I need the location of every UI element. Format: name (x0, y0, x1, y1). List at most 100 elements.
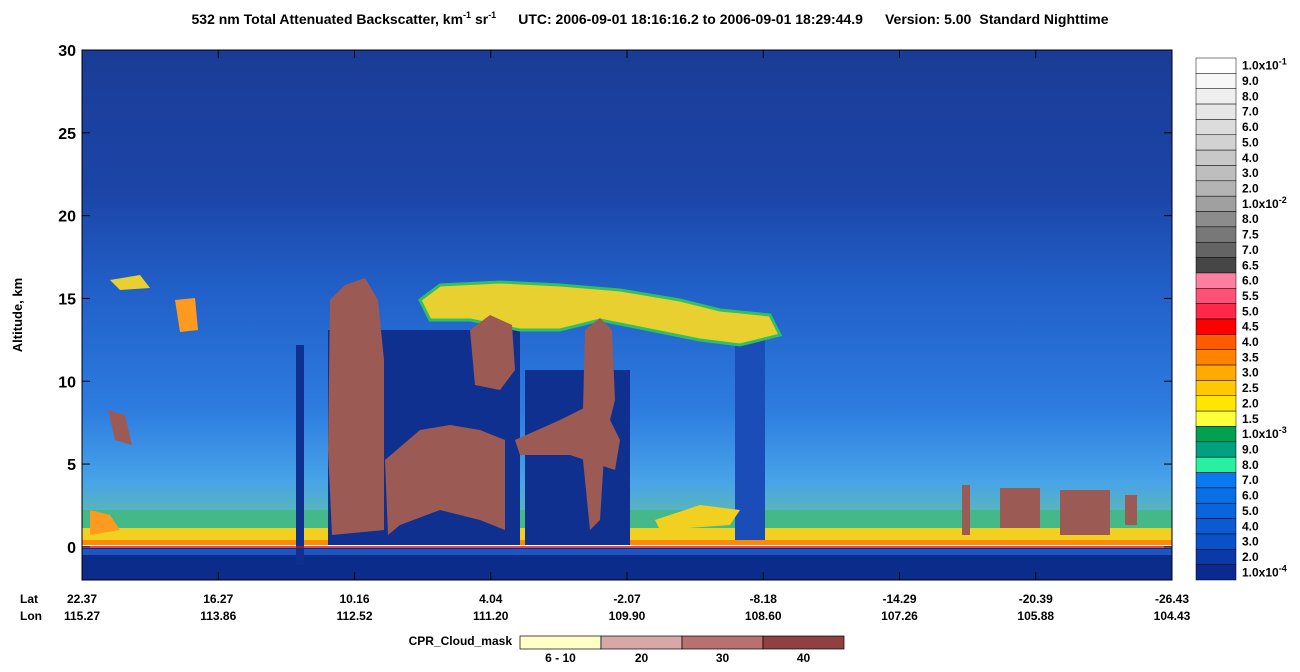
colorbar-swatch (1195, 226, 1237, 243)
colorbar-label: 9.0 (1242, 443, 1259, 457)
colorbar-swatch (1195, 195, 1237, 212)
x-tick-label: -14.29 (882, 592, 916, 606)
colorbar-swatch (1195, 241, 1237, 258)
y-tick-label: 20 (58, 209, 76, 226)
cpr-cloud (470, 315, 515, 390)
legend-label: 30 (716, 651, 730, 665)
colorbar-label: 8.0 (1242, 212, 1259, 226)
colorbar-label-exp: -4 (1279, 563, 1287, 573)
colorbar-swatch (1195, 57, 1237, 74)
colorbar-swatch (1195, 502, 1237, 519)
title-sup: -1 (463, 10, 471, 20)
cloud (175, 298, 198, 332)
x-tick-label: 16.27 (203, 592, 233, 606)
title-mode: Standard Nighttime (979, 11, 1108, 27)
colorbar-label: 6.5 (1242, 258, 1259, 272)
colorbar-swatch (1195, 119, 1237, 136)
colorbar-label: 4.0 (1242, 151, 1259, 165)
legend-title: CPR_Cloud_mask (409, 634, 513, 648)
colorbar-label-base: 1.0x10 (1242, 565, 1279, 579)
colorbar-label: 2.0 (1242, 396, 1259, 410)
backscatter-image (81, 49, 1173, 581)
colorbar-label: 1.0x10-4 (1242, 563, 1287, 579)
y-tick-label: 25 (58, 126, 76, 143)
attenuated (296, 345, 304, 565)
colorbar-swatch (1195, 149, 1237, 166)
colorbar-swatch (1195, 88, 1237, 105)
colorbar-swatch (1195, 257, 1237, 274)
x-tick-label: 115.27 (64, 609, 100, 623)
cpr-cloud (1060, 490, 1110, 535)
x-tick-label: 108.60 (745, 609, 782, 623)
cpr-cloud (328, 278, 384, 535)
y-tick-label: 10 (58, 374, 76, 391)
x-row-label: Lat (20, 592, 38, 606)
x-row-label: Lon (20, 609, 42, 623)
colorbar-label-exp: -1 (1279, 57, 1287, 67)
cloud (110, 275, 150, 290)
colorbar-swatch (1195, 103, 1237, 120)
x-tick-label: 105.88 (1017, 609, 1054, 623)
colorbar-label-base: 1.0x10 (1242, 59, 1279, 73)
colorbar-swatch (1195, 180, 1237, 197)
legend-label: 20 (635, 651, 649, 665)
legend-swatch (600, 635, 683, 650)
colorbar-label-base: 1.0x10 (1242, 197, 1279, 211)
colorbar-label-exp: -2 (1279, 195, 1287, 205)
colorbar-swatch (1195, 349, 1237, 366)
colorbar-swatch (1195, 318, 1237, 335)
colorbar-label: 9.0 (1242, 74, 1259, 88)
colorbar-swatch (1195, 518, 1237, 535)
colorbar-swatch (1195, 134, 1237, 151)
colorbar-label: 4.5 (1242, 320, 1259, 334)
colorbar-label-exp: -3 (1279, 425, 1287, 435)
cpr-cloud (108, 410, 132, 445)
colorbar-label: 1.0x10-2 (1242, 195, 1287, 211)
colorbar-label: 2.5 (1242, 381, 1259, 395)
title-main: 532 nm Total Attenuated Backscatter, km (192, 11, 464, 27)
cpr-cloud (582, 318, 615, 530)
colorbar-label: 5.0 (1242, 504, 1259, 518)
title-utc: UTC: 2006-09-01 18:16:16.2 to 2006-09-01… (518, 11, 863, 27)
title-version: Version: 5.00 (885, 11, 972, 27)
legend-label: 40 (797, 651, 811, 665)
x-tick-label: -20.39 (1019, 592, 1053, 606)
colorbar-label: 7.5 (1242, 228, 1259, 242)
title-mid: sr (471, 11, 489, 27)
colorbar-label: 7.0 (1242, 243, 1259, 257)
colorbar-swatch (1195, 165, 1237, 182)
colorbar-label: 1.5 (1242, 412, 1259, 426)
colorbar-label: 3.5 (1242, 350, 1259, 364)
colorbar-label: 5.0 (1242, 135, 1259, 149)
legend-swatch (762, 635, 845, 650)
colorbar-label: 4.0 (1242, 519, 1259, 533)
colorbar-label: 3.0 (1242, 366, 1259, 380)
legend-label: 6 - 10 (545, 651, 576, 665)
cloud (90, 510, 120, 535)
colorbar-swatch (1195, 426, 1237, 443)
colorbar-label: 3.0 (1242, 535, 1259, 549)
x-tick-label: -8.18 (750, 592, 778, 606)
x-tick-label: 10.16 (339, 592, 369, 606)
colorbar-swatch (1195, 533, 1237, 550)
cpr-cloud (1000, 488, 1040, 528)
legend-swatch (519, 635, 602, 650)
colorbar-label: 2.0 (1242, 182, 1259, 196)
x-tick-label: 112.52 (336, 609, 372, 623)
colorbar-label: 4.0 (1242, 335, 1259, 349)
colorbar-swatch (1195, 380, 1237, 397)
cpr-cloud (962, 485, 970, 535)
colorbar-label: 6.0 (1242, 274, 1259, 288)
colorbar-label: 5.0 (1242, 304, 1259, 318)
y-tick-label: 0 (67, 540, 76, 557)
colorbar-swatch (1195, 288, 1237, 304)
colorbar-swatch (1195, 272, 1237, 289)
colorbar-swatch (1195, 303, 1237, 320)
x-tick-label: -26.43 (1155, 592, 1189, 606)
title-sup: -1 (488, 10, 496, 20)
cpr-cloud (1125, 495, 1137, 525)
colorbar-swatch (1195, 73, 1237, 89)
colorbar-swatch (1195, 456, 1237, 473)
legend-swatch (681, 635, 764, 650)
x-tick-label: 109.90 (609, 609, 646, 623)
